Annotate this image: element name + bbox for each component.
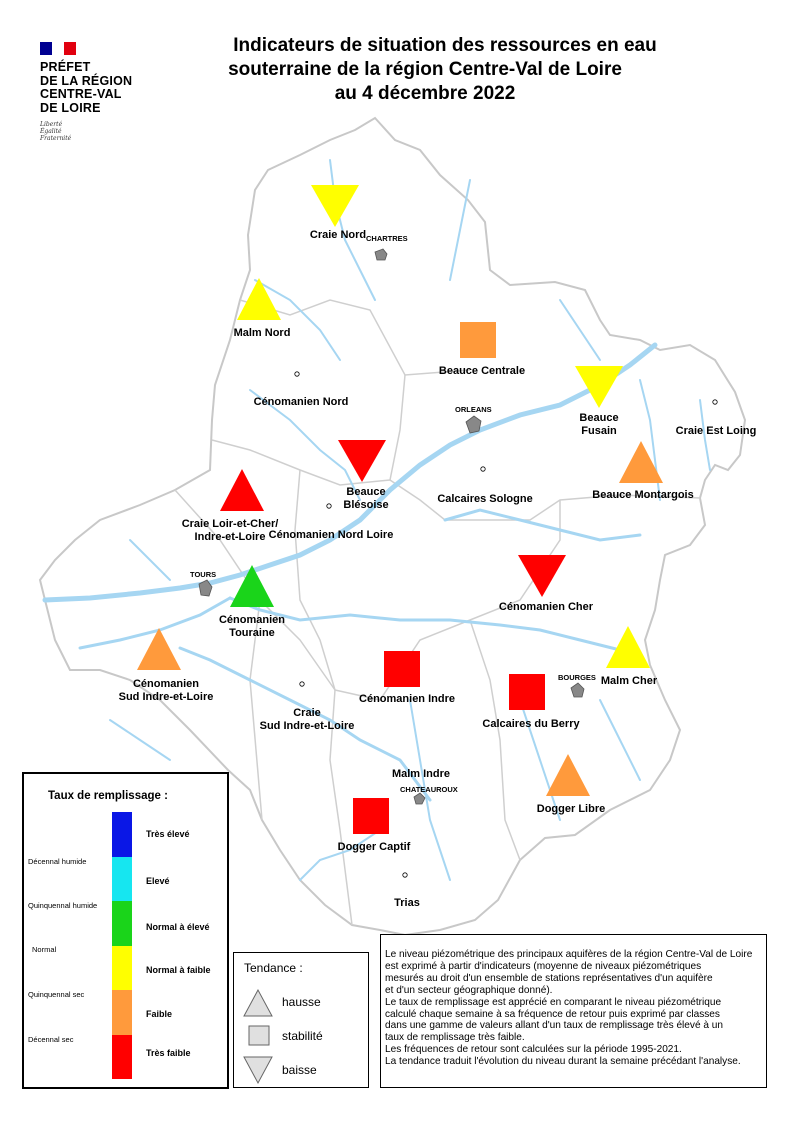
small-city-dots [294,371,718,878]
aquifer-label: Beauce Centrale [439,365,525,377]
indicator-falling-triangle-icon [575,366,623,408]
legend-title: Taux de remplissage : [48,790,168,802]
aquifer-label: Trias [394,897,420,909]
title-line-1: Indicateurs de situation des ressources … [233,35,657,56]
indicator-rising-triangle-icon [546,754,590,796]
trend-symbols [243,988,273,1085]
republic-motto: Liberté Égalité Fraternité [40,121,72,142]
threshold-label: Décennal humide [28,857,87,866]
aquifer-label: Dogger Libre [537,803,605,815]
aquifer-label: Malm Nord [234,327,291,339]
scale-high [112,856,132,901]
rising-triangle-icon [243,988,273,1017]
city-marker-tours [198,579,213,597]
indicator-falling-triangle-icon [311,185,359,227]
trend-label-rising: hausse [282,995,321,1009]
indicator-falling-triangle-icon [338,440,386,482]
trend-label-stable: stabilité [282,1029,323,1043]
level-label: Normal à élevé [146,922,210,932]
indicator-rising-triangle-icon [230,565,274,607]
indicator-falling-triangle-icon [518,555,566,597]
aquifer-label: Malm Cher [601,675,658,687]
note-text: Le niveau piézométrique des principaux a… [385,949,753,1068]
indicator-rising-triangle-icon [220,469,264,511]
scale-very-low [112,1034,132,1079]
aquifer-label: Craie Est Loing [676,425,757,437]
falling-triangle-icon [243,1056,273,1085]
city-marker-orleans [465,415,482,434]
aquifer-label: Beauce Fusain [579,412,618,437]
aquifer-label: Craie Loir-et-Cher/Indre-et-Loire [182,518,279,543]
aquifer-label: Beauce Montargois [592,489,693,501]
trend-legend-title: Tendance : [244,961,303,975]
city-labels: CHARTRES ORLEANS TOURS BOURGES CHATEAURO… [190,234,596,794]
prefecture-logo: PRÉFET DE LA RÉGION CENTRE-VAL DE LOIRE … [40,42,150,142]
aquifer-label: Malm Indre [392,768,450,780]
aquifer-label: Craie Sud Indre-et-Loire [260,707,355,732]
indicator-stable-square-icon [353,798,389,834]
aquifer-label: Cénomanien Sud Indre-et-Loire [119,678,214,703]
region-outline [38,116,747,937]
city-label-chateauroux: CHATEAUROUX [400,785,458,794]
city-label-chartres: CHARTRES [366,234,408,243]
filling-rate-legend: Taux de remplissage : Très élevé Elevé N… [22,772,229,1089]
prefecture-name: PRÉFET DE LA RÉGION CENTRE-VAL DE LOIRE [40,60,133,115]
aquifer-label: Cénomanien Cher [499,601,594,613]
scale-normal-low [112,945,132,990]
city-label-tours: TOURS [190,570,216,579]
level-label: Elevé [146,876,170,886]
explanatory-note: Le niveau piézométrique des principaux a… [380,934,767,1088]
level-label: Très élevé [146,829,190,839]
level-label: Normal à faible [146,965,211,975]
scale-low [112,990,132,1035]
city-label-bourges: BOURGES [558,673,596,682]
trend-label-falling: baisse [282,1063,317,1077]
color-scale [112,812,132,1079]
threshold-label: Décennal sec [28,1035,74,1044]
city-marker-chateauroux [413,792,426,805]
threshold-label: Quinquennal humide [28,901,98,910]
threshold-label: Quinquennal sec [28,990,85,999]
city-label-orleans: ORLEANS [455,405,492,414]
aquifer-labels: Craie Nord Malm Nord Beauce Centrale Beauce… [119,229,757,909]
aquifer-label: Craie Nord [310,229,366,241]
level-label: Très faible [146,1048,191,1058]
aquifer-label: Cénomanien Nord [254,396,349,408]
city-marker-bourges [570,682,585,698]
aquifer-label: Dogger Captif [338,841,411,853]
scale-normal-high [112,901,132,946]
indicator-stable-square-icon [460,322,496,358]
map-title: Indicateurs de situation des ressources … [200,34,690,106]
aquifer-label: Cénomanien Indre [359,693,455,705]
city-markers [198,248,585,805]
stable-square-icon [248,1025,270,1046]
indicator-rising-triangle-icon [606,626,650,668]
indicator-rising-triangle-icon [237,278,281,320]
title-line-3: au 4 décembre 2022 [334,83,516,104]
indicator-stable-square-icon [384,651,420,687]
aquifer-label: Cénomanien Touraine [219,614,285,639]
aquifer-label: Calcaires du Berry [482,718,580,730]
scale-very-high [112,812,132,857]
aquifer-label: Calcaires Sologne [437,493,532,505]
indicator-rising-triangle-icon [619,441,663,483]
indicator-stable-square-icon [509,674,545,710]
city-marker-chartres [374,248,388,261]
indicator-rising-triangle-icon [137,628,181,670]
title-line-2: souterraine de la région Centre-Val de L… [228,59,622,80]
french-flag-icon [40,42,76,55]
threshold-label: Normal [32,945,57,954]
river-network [42,159,711,881]
level-label: Faible [146,1009,173,1019]
aquifer-label: Beauce Blésoise [343,486,388,511]
trend-legend: Tendance : hausse stabilité baisse [233,952,369,1088]
aquifer-label: Cénomanien Nord Loire [269,529,394,541]
indicator-symbols [137,185,663,834]
